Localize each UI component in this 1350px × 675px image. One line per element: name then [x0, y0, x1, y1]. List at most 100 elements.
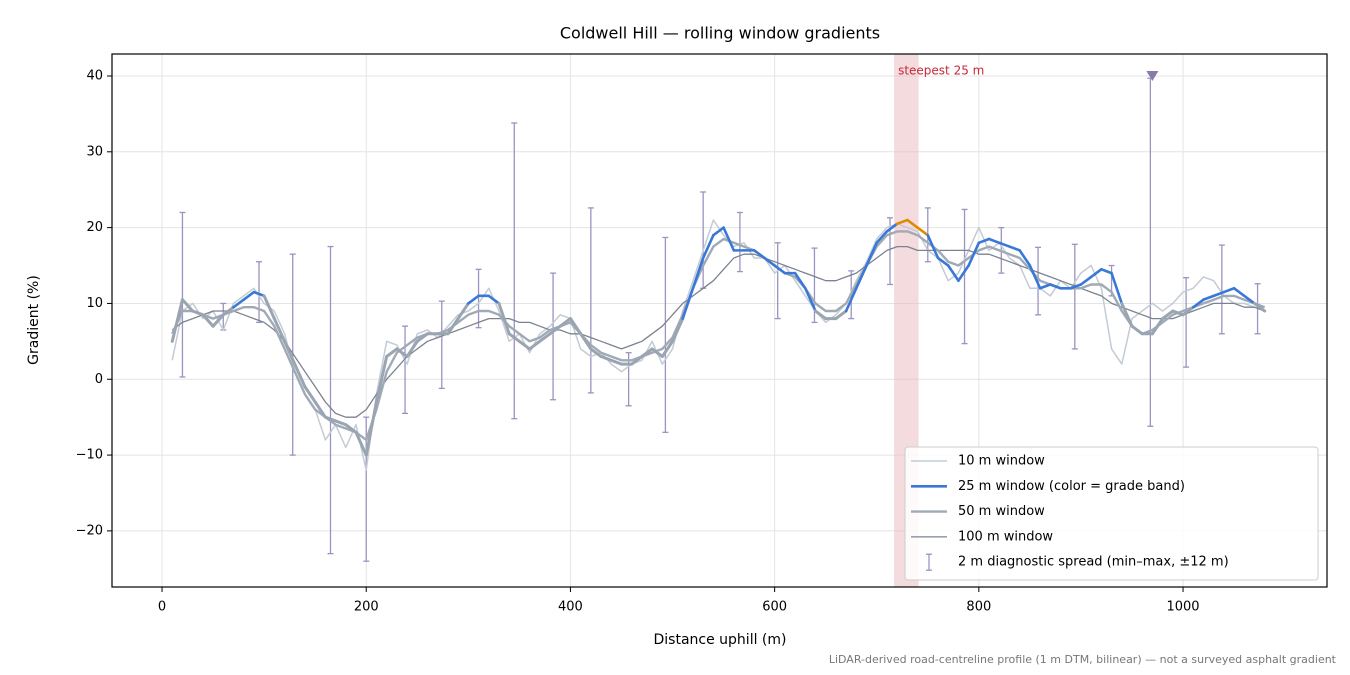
- spread-bar: [179, 211, 186, 378]
- series-segment: [385, 347, 399, 359]
- y-tick-label: 10: [86, 296, 103, 311]
- series-segment: [415, 332, 429, 343]
- series-segment: [1212, 290, 1226, 298]
- series-segment: [844, 286, 858, 313]
- series-segment: [283, 339, 297, 366]
- series-segment: [1253, 301, 1267, 313]
- spread-bar: [256, 261, 263, 324]
- series-segment: [364, 400, 378, 457]
- x-tick-label: 400: [558, 600, 583, 615]
- legend-label: 25 m window (color = grade band): [958, 479, 1185, 494]
- spread-bar: [1071, 243, 1078, 350]
- series-segment: [763, 256, 776, 267]
- spread-bar: [1183, 277, 1190, 368]
- series-segment: [865, 241, 879, 267]
- series-segment: [323, 415, 338, 423]
- legend-label: 50 m window: [958, 504, 1045, 519]
- x-tick-label: 1000: [1166, 600, 1199, 615]
- spread-bar: [511, 122, 518, 420]
- series-segment: [1100, 268, 1113, 275]
- series-segment: [1181, 305, 1195, 317]
- x-axis-label: Distance uphill (m): [654, 632, 787, 648]
- series-segment: [1049, 283, 1062, 290]
- series-segment: [221, 305, 235, 317]
- x-tick-label: 0: [158, 600, 166, 615]
- series-segment: [334, 419, 348, 427]
- series-segment: [1018, 249, 1032, 267]
- series-segment: [875, 230, 889, 245]
- series-segment: [957, 264, 970, 282]
- spread-bar: [662, 236, 669, 433]
- series-segment: [1202, 294, 1215, 301]
- legend-label: 100 m window: [958, 529, 1053, 544]
- spread-bar: [625, 352, 632, 407]
- spread-bar: [363, 416, 370, 562]
- series-segment: [609, 358, 623, 366]
- series-segment: [293, 362, 307, 389]
- series-segment: [303, 385, 317, 404]
- series-segment: [1161, 309, 1175, 321]
- series-segment: [558, 317, 572, 328]
- spread-bar: [961, 208, 968, 345]
- series-segment: [548, 324, 562, 336]
- series-segment: [946, 264, 960, 282]
- series-segment: [1079, 275, 1093, 286]
- y-tick-label: −10: [76, 448, 103, 463]
- series-segment: [977, 237, 991, 245]
- series-segment: [446, 317, 460, 336]
- spread-bar: [736, 211, 743, 273]
- series-segment: [313, 400, 327, 419]
- series-segment: [855, 264, 868, 290]
- series-segment: [242, 290, 256, 301]
- series-segment: [660, 339, 675, 359]
- series-segment: [579, 332, 593, 351]
- series-segment: [395, 347, 409, 359]
- series-segment: [211, 313, 225, 328]
- series-segment: [813, 309, 828, 321]
- spread-bar: [438, 300, 445, 390]
- spread-bar: [475, 268, 482, 329]
- series-segment: [1089, 268, 1103, 279]
- series-segment: [1008, 245, 1021, 252]
- series-segment: [1222, 286, 1236, 294]
- series-segment: [1150, 317, 1165, 336]
- legend-label: 2 m diagnostic spread (min–max, ±12 m): [958, 555, 1229, 570]
- y-tick-label: 0: [95, 372, 103, 387]
- series-segment: [1120, 301, 1134, 328]
- plot-frame: [111, 53, 1328, 588]
- series-segment: [681, 286, 695, 320]
- series-segment: [344, 423, 358, 434]
- series-segment: [926, 233, 940, 260]
- series-segment: [1038, 283, 1052, 290]
- footnote: LiDAR-derived road-centreline profile (1…: [829, 653, 1337, 666]
- series-segment: [1110, 271, 1124, 305]
- series-segment: [599, 355, 613, 362]
- series-segment: [191, 309, 205, 317]
- spread-bar: [774, 242, 781, 320]
- series-segment: [1171, 309, 1185, 317]
- series-segment: [916, 226, 930, 237]
- series-segment: [1242, 294, 1256, 305]
- series-segment: [640, 347, 654, 359]
- series-segment: [701, 233, 715, 260]
- series-segment: [671, 317, 685, 343]
- legend-label: 10 m window: [958, 454, 1045, 469]
- series-segment: [405, 339, 419, 359]
- series-segment: [517, 339, 532, 351]
- series-segment: [691, 256, 705, 290]
- y-tick-label: −20: [76, 523, 103, 538]
- series-segment: [630, 355, 644, 366]
- series-segment: [1130, 324, 1144, 336]
- spread-bar: [1218, 244, 1225, 335]
- series-segment: [650, 347, 664, 359]
- series-segment: [568, 317, 583, 336]
- y-axis-label: Gradient (%): [26, 275, 42, 365]
- series-segment: [589, 347, 603, 359]
- series-segment: [354, 430, 368, 457]
- series-segment: [752, 249, 766, 260]
- series-segment: [773, 264, 787, 275]
- series-segment: [180, 298, 195, 313]
- series-segment: [1069, 283, 1083, 290]
- series-segment: [262, 294, 276, 321]
